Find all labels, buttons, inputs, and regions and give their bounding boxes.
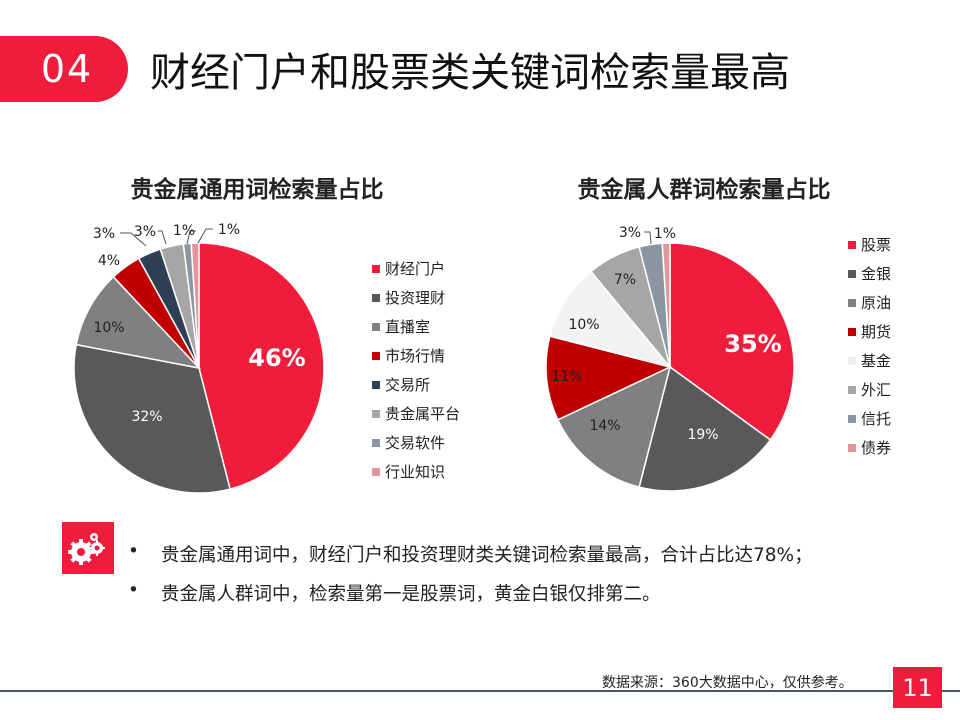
- pie-slice-基金: [548, 270, 673, 369]
- legend-item: 市场行情: [372, 341, 460, 370]
- data-label: 19%: [687, 427, 718, 443]
- legend-swatch: [372, 293, 380, 302]
- legend-swatch: [372, 409, 380, 418]
- legend-swatch: [848, 269, 856, 278]
- legend-swatch: [372, 438, 380, 447]
- data-label: 3%: [134, 224, 156, 240]
- legend-right: 股票金银原油期货基金外汇信托债券: [848, 230, 891, 462]
- data-label: 4%: [98, 253, 120, 269]
- data-label: 3%: [93, 226, 115, 242]
- legend-label: 期货: [861, 323, 892, 341]
- legend-item: 投资理财: [372, 283, 460, 312]
- data-label: 3%: [619, 225, 641, 241]
- legend-item: 债券: [848, 433, 891, 462]
- legend-label: 交易软件: [385, 434, 446, 452]
- data-label: 14%: [589, 418, 620, 434]
- legend-label: 外汇: [861, 381, 892, 399]
- data-label: 1%: [218, 222, 240, 238]
- chart-title-left: 贵金属通用词检索量占比: [130, 177, 384, 203]
- bullet-dot: •: [128, 580, 139, 601]
- data-label: 10%: [93, 320, 124, 336]
- leader-line: [644, 231, 652, 245]
- section-number-badge: 04: [0, 36, 128, 102]
- pie-slice-债券: [661, 242, 671, 368]
- legend-swatch: [372, 351, 380, 360]
- pie-slice-期货: [545, 335, 673, 421]
- legend-swatch: [848, 443, 856, 452]
- legend-swatch: [372, 380, 380, 389]
- legend-item: 外汇: [848, 375, 891, 404]
- legend-swatch: [848, 356, 856, 365]
- bullet-dot: •: [128, 541, 139, 562]
- legend-label: 直播室: [385, 318, 431, 336]
- data-label: 11%: [551, 369, 582, 385]
- data-label: 46%: [248, 344, 305, 372]
- legend-item: 财经门户: [372, 254, 460, 283]
- data-label: 1%: [173, 223, 195, 239]
- bullet-text: 贵金属人群词中，检索量第一是股票词，黄金白银仅排第二。: [161, 584, 661, 605]
- legend-left: 财经门户投资理财直播室市场行情交易所贵金属平台交易软件行业知识: [372, 254, 460, 486]
- legend-label: 股票: [861, 236, 892, 254]
- legend-item: 原油: [848, 288, 891, 317]
- pie-slice-股票: [669, 242, 795, 441]
- gears-icon: [62, 522, 114, 574]
- legend-label: 原油: [861, 294, 892, 312]
- legend-label: 交易所: [385, 376, 431, 394]
- data-source: 数据来源：360大数据中心，仅供参考。: [602, 675, 853, 691]
- leader-line: [158, 230, 167, 245]
- pie-slice-行业知识: [190, 242, 200, 369]
- legend-label: 行业知识: [385, 463, 446, 481]
- page-title: 财经门户和股票类关键词检索量最高: [150, 50, 790, 96]
- bullet-text: 贵金属通用词中，财经门户和投资理财类关键词检索量最高，合计占比达78%；: [161, 545, 813, 566]
- data-label: 10%: [568, 317, 599, 333]
- legend-swatch: [848, 298, 856, 307]
- legend-label: 贵金属平台: [385, 405, 461, 423]
- bullet-item: • 贵金属人群词中，检索量第一是股票词，黄金白银仅排第二。: [128, 580, 661, 606]
- chart-title-right: 贵金属人群词检索量占比: [577, 177, 831, 203]
- pie-slice-原油: [556, 365, 672, 489]
- leader-line: [120, 232, 147, 247]
- pie-slice-金银: [638, 365, 772, 492]
- pie-slice-投资理财: [73, 343, 231, 494]
- legend-label: 债券: [861, 439, 892, 457]
- legend-item: 直播室: [372, 312, 460, 341]
- legend-label: 金银: [861, 265, 892, 283]
- legend-item: 金银: [848, 259, 891, 288]
- leader-line: [197, 228, 213, 244]
- data-label: 35%: [724, 330, 781, 358]
- legend-label: 市场行情: [385, 347, 446, 365]
- legend-item: 期货: [848, 317, 891, 346]
- pie-slice-财经门户: [198, 242, 325, 490]
- legend-item: 交易软件: [372, 428, 460, 457]
- legend-label: 投资理财: [385, 289, 446, 307]
- legend-item: 交易所: [372, 370, 460, 399]
- leader-line: [186, 230, 196, 245]
- legend-item: 贵金属平台: [372, 399, 460, 428]
- page-number: 11: [893, 667, 942, 708]
- legend-label: 财经门户: [385, 260, 446, 278]
- legend-item: 基金: [848, 346, 891, 375]
- legend-item: 信托: [848, 404, 891, 433]
- legend-item: 股票: [848, 230, 891, 259]
- data-label: 7%: [614, 272, 636, 288]
- legend-swatch: [372, 467, 380, 476]
- legend-swatch: [848, 327, 856, 336]
- bullet-item: • 贵金属通用词中，财经门户和投资理财类关键词检索量最高，合计占比达78%；: [128, 541, 813, 567]
- legend-swatch: [848, 385, 856, 394]
- legend-swatch: [372, 264, 380, 273]
- data-label: 32%: [131, 409, 162, 425]
- legend-swatch: [372, 322, 380, 331]
- data-label: 1%: [654, 226, 676, 242]
- legend-label: 信托: [861, 410, 892, 428]
- legend-label: 基金: [861, 352, 892, 370]
- legend-swatch: [848, 414, 856, 423]
- footer-divider: [0, 690, 960, 692]
- pie-slice-直播室: [75, 275, 202, 370]
- legend-item: 行业知识: [372, 457, 460, 486]
- legend-swatch: [848, 240, 856, 249]
